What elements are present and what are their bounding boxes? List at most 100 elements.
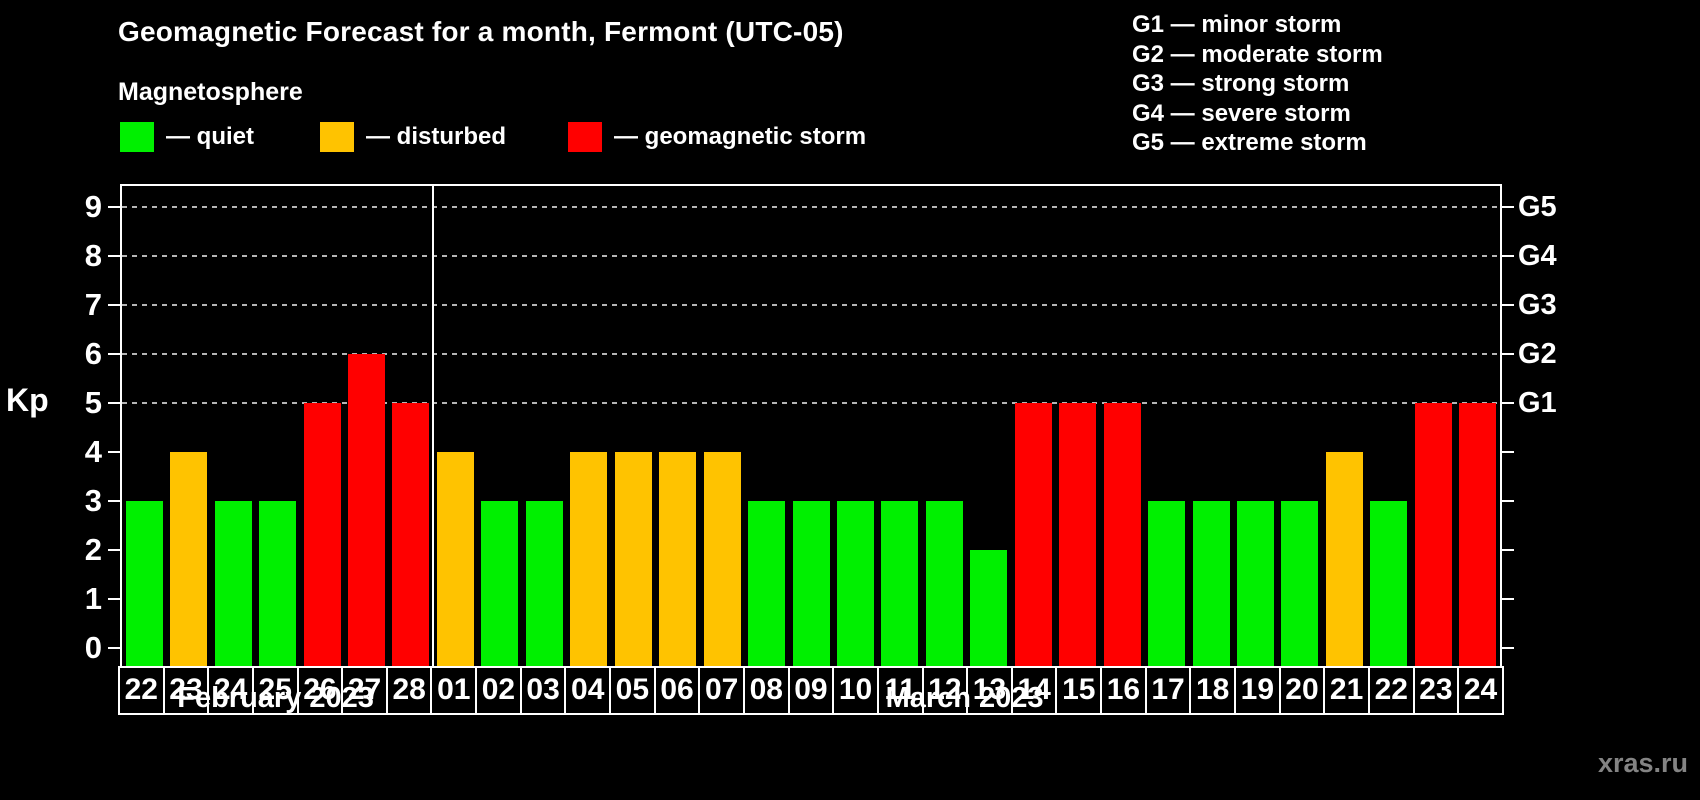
legend-item-disturbed: — disturbed [320, 121, 506, 153]
day-cell-27: 27 [341, 666, 388, 715]
kp-bar-day-28 [392, 403, 430, 666]
kp-bar-day-10 [836, 501, 874, 666]
kp-bar-day-26 [303, 403, 341, 666]
month-label-0: February 2023 [177, 682, 374, 714]
g-scale-legend: G1 — minor storm G2 — moderate storm G3 … [1132, 10, 1383, 158]
right-tick-kp-1 [1502, 598, 1514, 600]
right-tick-kp-5 [1502, 402, 1514, 404]
left-tick-kp-2 [108, 549, 120, 551]
day-cell-22: 22 [118, 666, 165, 715]
day-cell-07: 07 [698, 666, 745, 715]
day-cell-08: 08 [742, 666, 790, 715]
kp-bar-day-27 [347, 354, 385, 666]
day-cell-28: 28 [385, 666, 433, 715]
g2-legend-line: G2 — moderate storm [1132, 40, 1383, 68]
day-cell-02: 02 [475, 666, 522, 715]
day-cell-19: 19 [1234, 666, 1281, 715]
g1-legend-line: G1 — minor storm [1132, 11, 1342, 38]
day-cell-03: 03 [519, 666, 567, 715]
kp-bar-day-24 [214, 501, 252, 666]
kp-bar-day-01 [436, 452, 474, 666]
kp-bar-day-12 [925, 501, 963, 666]
day-cell-22: 22 [1367, 666, 1415, 715]
kp-bar-day-09 [792, 501, 830, 666]
y-axis-label-7: 7 [84, 287, 102, 322]
month-label-1: March 2023 [885, 682, 1044, 714]
gridline-kp-5 [122, 402, 1500, 404]
g-axis-label-g5: G5 [1518, 191, 1557, 223]
day-cell-25: 25 [251, 666, 299, 715]
quiet-color-swatch [120, 122, 154, 152]
gridline-kp-9 [122, 206, 1500, 208]
magnetosphere-subtitle: Magnetosphere [118, 78, 303, 106]
g-axis-label-g2: G2 [1518, 338, 1557, 370]
left-tick-kp-9 [108, 206, 120, 208]
kp-bar-day-24 [1459, 403, 1497, 666]
day-cell-21: 21 [1323, 666, 1370, 715]
right-tick-kp-2 [1502, 549, 1514, 551]
g-axis-label-g4: G4 [1518, 240, 1557, 272]
day-cell-09: 09 [787, 666, 835, 715]
gridline-kp-8 [122, 255, 1500, 257]
disturbed-label: — disturbed [366, 123, 507, 150]
left-tick-kp-5 [108, 402, 120, 404]
y-axis-label-8: 8 [84, 238, 102, 273]
day-cell-24: 24 [1457, 666, 1504, 715]
g-axis-label-g3: G3 [1518, 289, 1557, 321]
y-axis-label-9: 9 [84, 189, 102, 224]
g3-legend-line: G3 — strong storm [1132, 70, 1350, 97]
kp-bar-day-21 [1325, 452, 1363, 666]
day-cell-10: 10 [832, 666, 879, 715]
left-tick-kp-3 [108, 500, 120, 502]
disturbed-color-swatch [320, 122, 354, 152]
left-tick-kp-0 [108, 647, 120, 649]
day-cell-17: 17 [1144, 666, 1192, 715]
right-tick-kp-8 [1502, 255, 1514, 257]
kp-axis-label: Kp [6, 382, 49, 418]
day-cell-18: 18 [1189, 666, 1237, 715]
day-cell-14: 14 [1010, 666, 1058, 715]
day-axis-row: 22 23 24 25 26 27 28 01 02 03 04 05 06 07 08 09 10 11 12 13… [118, 666, 1504, 715]
gridline-kp-6 [122, 353, 1500, 355]
left-tick-kp-6 [108, 353, 120, 355]
gridline-kp-7 [122, 304, 1500, 306]
day-cell-12: 12 [921, 666, 969, 715]
right-tick-kp-6 [1502, 353, 1514, 355]
day-cell-11: 11 [876, 666, 924, 715]
kp-bar-day-19 [1237, 501, 1275, 666]
kp-bar-day-23 [170, 452, 208, 666]
kp-bar-day-15 [1059, 403, 1097, 666]
left-tick-kp-1 [108, 598, 120, 600]
y-axis-label-5: 5 [84, 385, 102, 420]
y-axis-label-0: 0 [84, 630, 102, 665]
kp-bar-day-22 [1370, 501, 1408, 666]
legend-item-storm: — geomagnetic storm [568, 121, 866, 153]
y-axis-label-4: 4 [84, 434, 102, 469]
kp-bar-day-14 [1014, 403, 1052, 666]
storm-color-swatch [568, 122, 602, 152]
kp-bar-day-11 [881, 501, 919, 666]
g5-legend-line: G5 — extreme storm [1132, 129, 1367, 156]
right-tick-kp-3 [1502, 500, 1514, 502]
kp-bar-day-16 [1103, 403, 1141, 666]
right-tick-kp-0 [1502, 647, 1514, 649]
day-cell-24: 24 [207, 666, 254, 715]
kp-bar-day-13 [970, 550, 1008, 666]
kp-bar-day-20 [1281, 501, 1319, 666]
quiet-label: — quiet [166, 123, 254, 150]
kp-bar-day-07 [703, 452, 741, 666]
right-tick-kp-4 [1502, 451, 1514, 453]
month-separator-line [432, 186, 435, 666]
right-tick-kp-9 [1502, 206, 1514, 208]
legend-item-quiet: — quiet [120, 121, 254, 153]
xras-watermark: xras.ru [1597, 748, 1688, 778]
kp-bar-day-17 [1148, 501, 1186, 666]
g-axis-label-g1: G1 [1518, 387, 1557, 419]
left-tick-kp-8 [108, 255, 120, 257]
y-axis-label-1: 1 [84, 581, 102, 616]
day-cell-26: 26 [296, 666, 344, 715]
kp-bar-day-05 [614, 452, 652, 666]
kp-bar-day-08 [748, 501, 786, 666]
kp-bar-day-23 [1414, 403, 1452, 666]
storm-label: — geomagnetic storm [614, 123, 867, 150]
